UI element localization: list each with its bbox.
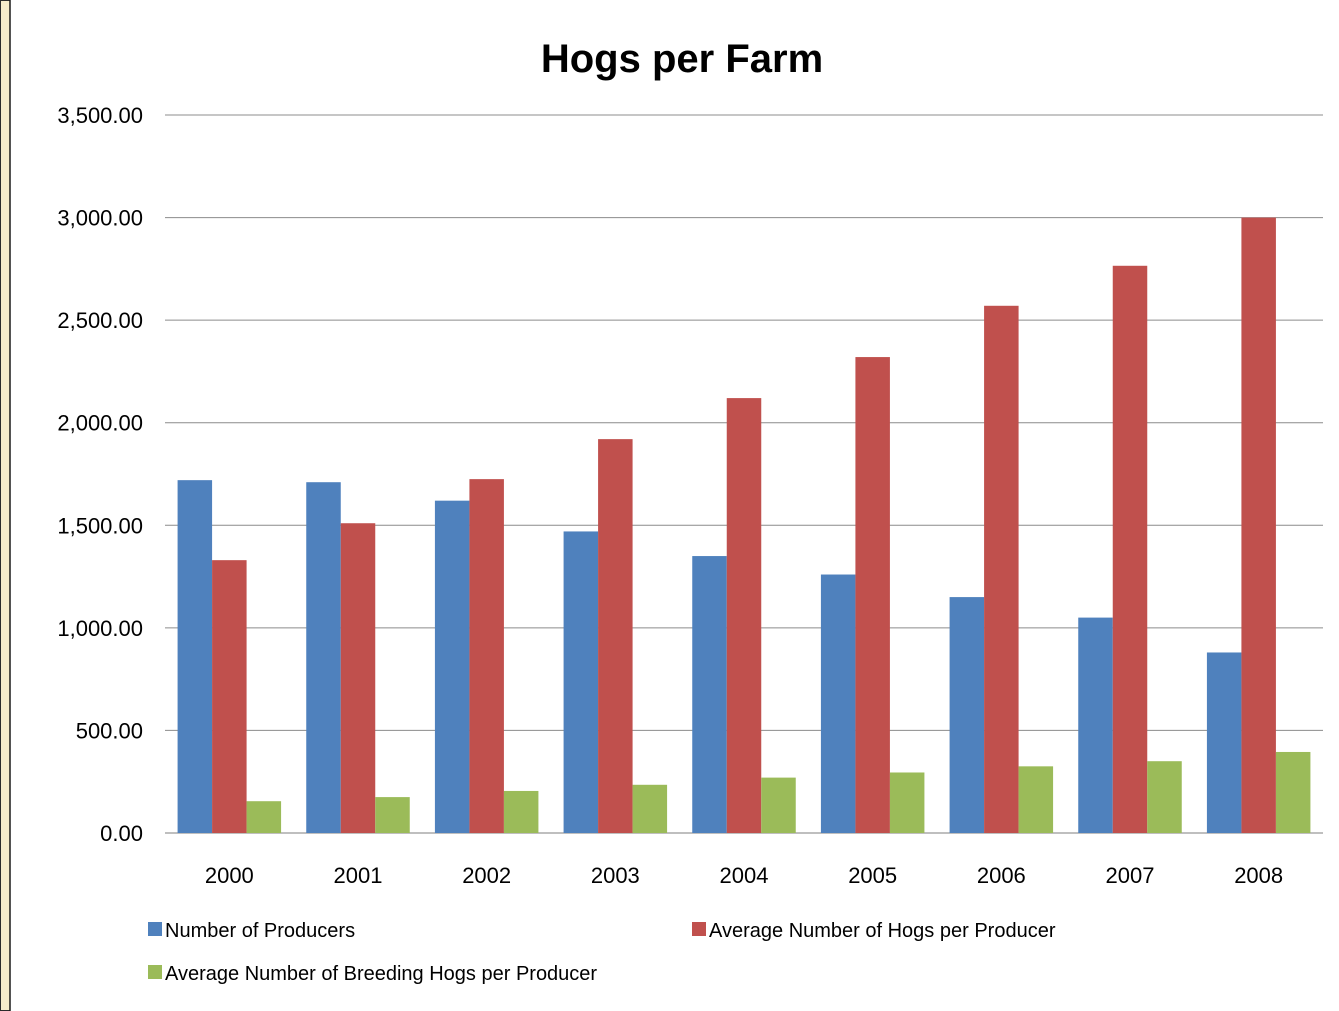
bar-number-of-producers-2003 bbox=[563, 531, 599, 833]
y-tick-label: 2,500.00 bbox=[57, 308, 143, 333]
bar-average-number-of-hogs-per-producer-2005 bbox=[855, 357, 890, 833]
legend-swatch bbox=[692, 922, 706, 936]
bar-average-number-of-hogs-per-producer-2008 bbox=[1241, 217, 1276, 834]
x-tick-label: 2008 bbox=[1234, 863, 1283, 888]
legend-swatch bbox=[148, 922, 162, 936]
bar-average-number-of-hogs-per-producer-2002 bbox=[469, 479, 504, 833]
x-tick-label: 2006 bbox=[977, 863, 1026, 888]
x-axis: 2000 2001 2002 2003 2004 2005 2006 2007 2008 bbox=[205, 863, 1283, 888]
y-tick-label: 0.00 bbox=[100, 821, 143, 846]
x-tick-label: 2001 bbox=[334, 863, 383, 888]
bar-average-number-of-breeding-hogs-per-producer-2008 bbox=[1275, 751, 1311, 833]
bar-number-of-producers-2008 bbox=[1206, 652, 1242, 833]
legend-label: Average Number of Breeding Hogs per Prod… bbox=[165, 963, 597, 985]
bar-number-of-producers-2007 bbox=[1078, 617, 1113, 833]
x-tick-label: 2005 bbox=[848, 863, 897, 888]
x-tick-label: 2002 bbox=[462, 863, 511, 888]
bar-average-number-of-hogs-per-producer-2006 bbox=[984, 305, 1019, 834]
chart-title: Hogs per Farm bbox=[541, 37, 823, 81]
bars bbox=[177, 217, 1311, 834]
y-tick-label: 1,500.00 bbox=[57, 513, 143, 538]
bar-average-number-of-hogs-per-producer-2003 bbox=[598, 439, 633, 833]
bar-average-number-of-breeding-hogs-per-producer-2004 bbox=[761, 777, 796, 833]
y-tick-label: 2,000.00 bbox=[57, 411, 143, 436]
bar-average-number-of-breeding-hogs-per-producer-2005 bbox=[889, 772, 925, 833]
bar-number-of-producers-2005 bbox=[820, 574, 856, 833]
bar-average-number-of-breeding-hogs-per-producer-2006 bbox=[1018, 766, 1054, 833]
y-tick-label: 3,000.00 bbox=[57, 206, 143, 231]
bar-average-number-of-breeding-hogs-per-producer-2000 bbox=[246, 801, 282, 833]
bar-number-of-producers-2002 bbox=[434, 500, 470, 833]
x-tick-label: 2003 bbox=[591, 863, 640, 888]
legend-swatch bbox=[148, 965, 162, 979]
x-tick-label: 2004 bbox=[720, 863, 769, 888]
bar-average-number-of-hogs-per-producer-2001 bbox=[340, 523, 376, 833]
bar-average-number-of-breeding-hogs-per-producer-2003 bbox=[632, 784, 668, 833]
bar-number-of-producers-2004 bbox=[692, 556, 727, 833]
x-tick-label: 2000 bbox=[205, 863, 254, 888]
y-tick-label: 500.00 bbox=[76, 718, 143, 743]
x-tick-label: 2007 bbox=[1106, 863, 1155, 888]
y-tick-label: 3,500.00 bbox=[57, 103, 143, 128]
bar-average-number-of-hogs-per-producer-2004 bbox=[726, 398, 762, 833]
bar-number-of-producers-2000 bbox=[177, 480, 213, 833]
bar-average-number-of-hogs-per-producer-2000 bbox=[212, 560, 247, 833]
y-tick-label: 1,000.00 bbox=[57, 616, 143, 641]
bar-number-of-producers-2006 bbox=[949, 597, 985, 833]
bar-average-number-of-breeding-hogs-per-producer-2001 bbox=[375, 797, 410, 833]
bar-number-of-producers-2001 bbox=[306, 482, 341, 833]
legend-label: Number of Producers bbox=[165, 920, 355, 942]
legend: Number of Producers Average Number of Hog… bbox=[148, 920, 1056, 985]
bar-average-number-of-breeding-hogs-per-producer-2007 bbox=[1147, 761, 1182, 833]
y-axis: 0.00 500.00 1,000.00 1,500.00 2,000.00 2,500.… bbox=[57, 103, 143, 846]
bar-average-number-of-breeding-hogs-per-producer-2002 bbox=[503, 790, 539, 833]
bar-average-number-of-hogs-per-producer-2007 bbox=[1112, 265, 1148, 833]
legend-label: Average Number of Hogs per Producer bbox=[709, 920, 1056, 942]
